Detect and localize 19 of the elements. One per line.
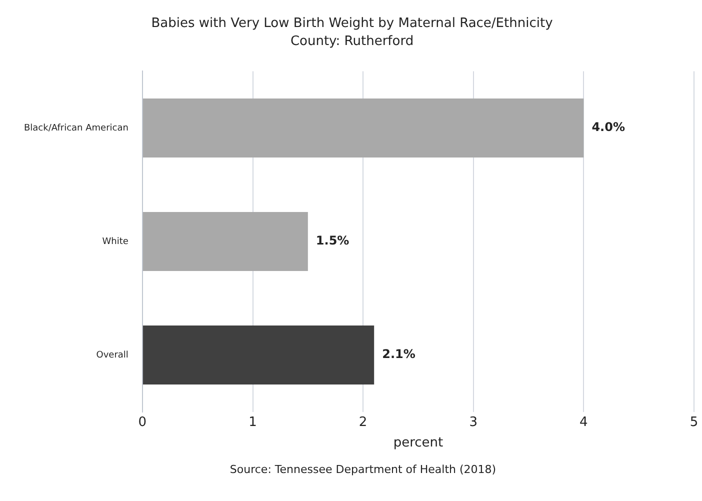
data-label: 1.5%	[316, 234, 350, 248]
x-tick-label: 4	[580, 414, 588, 430]
y-tick-label: Black/African American	[24, 123, 128, 134]
y-tick-label: White	[102, 236, 129, 247]
x-tick-label: 3	[469, 414, 478, 430]
x-tick-label: 5	[690, 414, 698, 430]
bar	[142, 326, 374, 385]
source-note: Source: Tennessee Department of Health (2018)	[230, 463, 496, 476]
x-tick-label: 1	[248, 414, 257, 430]
chart-subtitle: County: Rutherford	[290, 34, 414, 49]
chart-title: Babies with Very Low Birth Weight by Maternal Race/Ethnicity	[151, 16, 554, 32]
x-tick-label: 2	[358, 414, 368, 430]
y-tick-label: Overall	[96, 350, 128, 360]
x-axis-title: percent	[393, 436, 444, 451]
x-tick-label: 0	[138, 414, 147, 430]
data-label: 4.0%	[592, 120, 625, 134]
data-label: 2.1%	[382, 347, 416, 362]
bar	[142, 212, 308, 272]
bar	[142, 98, 584, 158]
